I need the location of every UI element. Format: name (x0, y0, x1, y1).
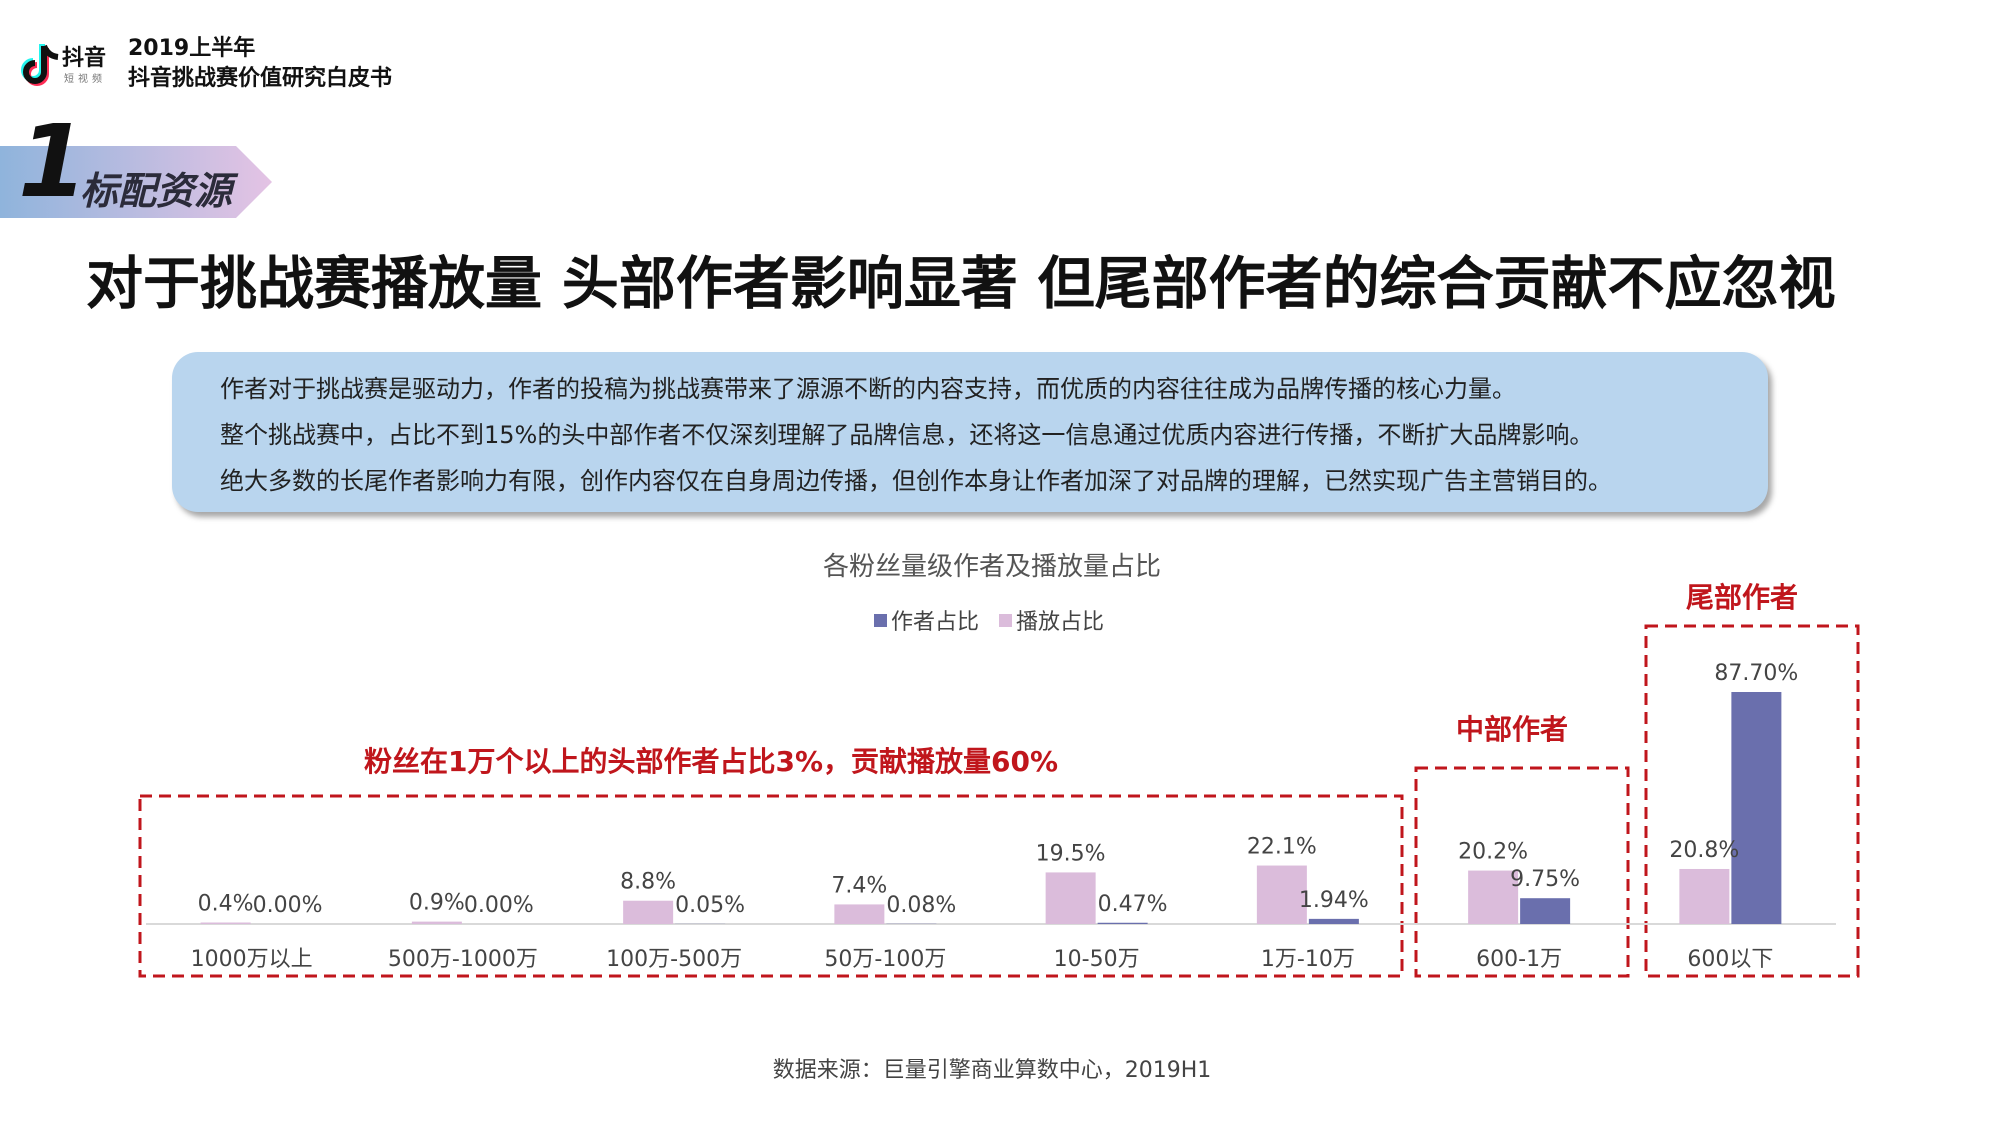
bar-author-share (1308, 918, 1359, 924)
bar-author-share (1097, 922, 1148, 924)
bar-play-share (411, 921, 462, 924)
bar-play-share (1679, 868, 1730, 924)
x-tick-label: 100万-500万 (606, 947, 742, 972)
x-tick-label: 1万-10万 (1261, 947, 1355, 972)
head-authors-annotation: 粉丝在1万个以上的头部作者占比3%，贡献播放量60% (364, 745, 1059, 778)
logo-subtext: 短视频 (64, 74, 106, 85)
data-label-play-share: 0.4% (198, 892, 254, 917)
chart-title: 各粉丝量级作者及播放量占比 (822, 552, 1161, 582)
data-label-play-share: 20.2% (1458, 840, 1528, 865)
chart-legend: 作者占比 播放占比 (874, 604, 1124, 636)
legend-swatch-author (874, 613, 887, 627)
legend-item-author: 作者占比 (874, 604, 979, 636)
data-label-author-share: 0.05% (675, 893, 745, 918)
bar-play-share (834, 904, 885, 924)
data-label-play-share: 19.5% (1036, 841, 1106, 866)
page-title: 对于挑战赛播放量 头部作者影响显著 但尾部作者的综合贡献不应忽视 (86, 251, 1836, 317)
data-label-author-share: 87.70% (1714, 661, 1798, 686)
section-tag-banner (0, 146, 272, 218)
bar-author-share (1520, 898, 1571, 924)
bar-play-share (1468, 870, 1519, 924)
x-tick-label: 50万-100万 (824, 947, 946, 972)
data-label-play-share: 8.8% (620, 870, 676, 895)
report-period: 2019上半年 (128, 36, 256, 61)
summary-line-1: 作者对于挑战赛是驱动力，作者的投稿为挑战赛带来了源源不断的内容支持，而优质的内容… (220, 375, 1516, 403)
report-title: 抖音挑战赛价值研究白皮书 (128, 66, 393, 91)
tail-authors-annotation: 尾部作者 (1686, 581, 1799, 614)
data-label-play-share: 22.1% (1247, 835, 1317, 860)
tail-authors-box (1644, 624, 1860, 978)
summary-box: 作者对于挑战赛是驱动力，作者的投稿为挑战赛带来了源源不断的内容支持，而优质的内容… (172, 352, 1768, 512)
bar-author-share (1731, 692, 1782, 924)
data-label-author-share: 1.94% (1299, 888, 1369, 913)
x-tick-label: 600-1万 (1476, 947, 1562, 972)
bar-play-share (200, 922, 251, 924)
douyin-logo-icon (21, 44, 59, 86)
head-authors-box (138, 794, 1404, 978)
data-label-author-share: 9.75% (1510, 867, 1580, 892)
bar-play-share (1045, 872, 1096, 924)
summary-line-2: 整个挑战赛中，占比不到15%的头中部作者不仅深刻理解了品牌信息，还将这一信息通过… (220, 421, 1594, 449)
data-label-play-share: 7.4% (831, 873, 887, 898)
x-tick-label: 1000万以上 (191, 947, 313, 972)
data-label-author-share: 0.08% (886, 893, 956, 918)
data-label-author-share: 0.00% (253, 893, 323, 918)
bar-play-share (1256, 865, 1307, 924)
middle-authors-annotation: 中部作者 (1456, 713, 1569, 746)
section-label: 标配资源 (80, 169, 233, 213)
data-label-play-share: 20.8% (1669, 838, 1739, 863)
data-label-author-share: 0.47% (1098, 892, 1168, 917)
legend-item-play: 播放占比 (999, 604, 1104, 636)
data-source-note: 数据来源：巨量引擎商业算数中心，2019H1 (772, 1058, 1212, 1083)
data-label-play-share: 0.9% (409, 891, 465, 916)
legend-label-author: 作者占比 (891, 610, 980, 635)
legend-swatch-play (999, 613, 1013, 627)
bar-play-share (623, 900, 674, 924)
x-tick-label: 10-50万 (1054, 947, 1140, 972)
middle-authors-box (1414, 766, 1630, 978)
summary-line-3: 绝大多数的长尾作者影响力有限，创作内容仅在自身周边传播，但创作本身让作者加深了对… (220, 467, 1612, 495)
data-label-author-share: 0.00% (464, 893, 534, 918)
logo-text: 抖音 (62, 46, 107, 71)
legend-label-play: 播放占比 (1016, 610, 1105, 635)
x-tick-label: 600以下 (1687, 947, 1773, 972)
section-number: 1 (18, 103, 88, 220)
x-tick-label: 500万-1000万 (388, 947, 538, 972)
